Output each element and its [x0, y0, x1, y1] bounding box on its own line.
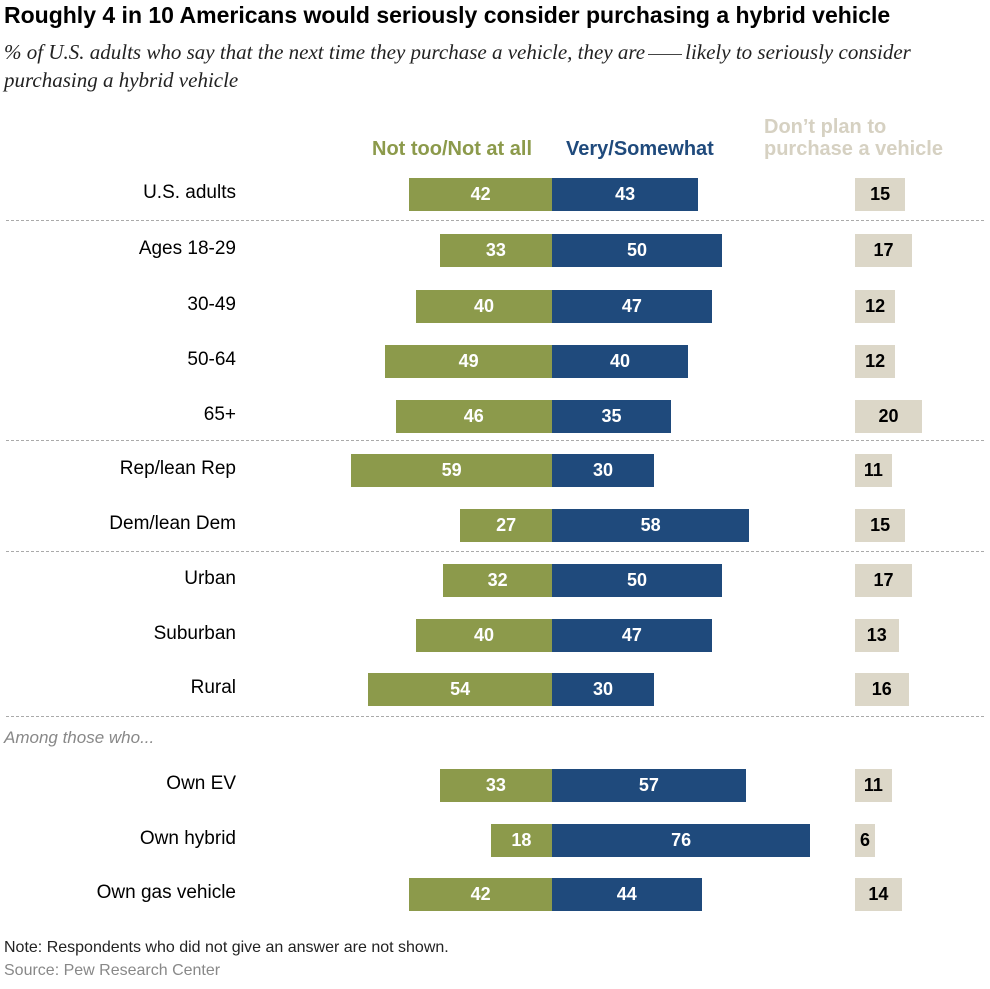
row-label: Own EV	[166, 773, 236, 794]
bar-not-likely: 42	[409, 177, 552, 211]
bar-likely: 47	[552, 289, 712, 323]
legend-no-plan-line-1: Don’t plan to	[764, 116, 887, 138]
bar-not-likely: 42	[409, 877, 552, 911]
group-divider	[6, 220, 984, 221]
bar-no-plan: 14	[855, 877, 902, 911]
row-label: Urban	[184, 568, 236, 589]
bar-no-plan: 13	[855, 618, 899, 652]
row-label: Rep/lean Rep	[119, 458, 236, 479]
bar-not-likely: 49	[385, 344, 552, 378]
bar-likely: 57	[552, 768, 746, 802]
row-label: 50-64	[187, 349, 236, 370]
bar-likely: 50	[552, 233, 722, 267]
bar-likely: 50	[552, 563, 722, 597]
section-label: Among those who...	[4, 728, 155, 747]
row-label: Dem/lean Dem	[109, 513, 236, 534]
row-label: Own gas vehicle	[96, 882, 236, 903]
chart-title: Roughly 4 in 10 Americans would seriousl…	[4, 2, 891, 28]
legend-no-plan: Don’t plan to purchase a vehicle	[764, 116, 943, 160]
group-divider	[6, 551, 984, 552]
row-label: 65+	[203, 404, 236, 425]
row-label: Own hybrid	[139, 828, 236, 849]
bar-not-likely: 40	[416, 618, 552, 652]
bar-no-plan: 20	[855, 399, 922, 433]
bar-not-likely: 40	[416, 289, 552, 323]
bar-no-plan: 6	[855, 823, 876, 857]
bar-likely: 30	[552, 453, 654, 487]
bar-not-likely: 33	[439, 233, 552, 267]
row-label: Suburban	[153, 623, 236, 644]
bar-likely: 47	[552, 618, 712, 652]
bar-not-likely: 32	[443, 563, 552, 597]
group-divider	[6, 440, 984, 441]
legend-not-likely: Not too/Not at all	[372, 138, 532, 160]
bar-likely: 40	[552, 344, 688, 378]
bar-not-likely: 18	[490, 823, 552, 857]
group-divider	[6, 716, 984, 717]
bar-likely: 58	[552, 508, 750, 542]
chart-note: Note: Respondents who did not give an an…	[4, 939, 449, 956]
chart-subtitle: % of U.S. adults who say that the next t…	[4, 38, 964, 94]
bar-no-plan: 12	[855, 289, 896, 323]
bar-no-plan: 17	[855, 563, 912, 597]
bar-no-plan: 11	[855, 453, 892, 487]
bar-no-plan: 11	[855, 768, 892, 802]
bar-no-plan: 16	[855, 672, 909, 706]
row-label: Rural	[190, 677, 236, 698]
subtitle-blank	[648, 54, 683, 55]
bar-not-likely: 46	[395, 399, 552, 433]
bar-no-plan: 15	[855, 177, 906, 211]
bar-no-plan: 15	[855, 508, 906, 542]
bar-likely: 30	[552, 672, 654, 706]
bar-likely: 44	[552, 877, 702, 911]
subtitle-part-1: % of U.S. adults who say that the next t…	[4, 40, 646, 64]
bar-likely: 76	[552, 823, 811, 857]
bar-not-likely: 27	[460, 508, 552, 542]
chart-source: Source: Pew Research Center	[4, 962, 221, 979]
row-label: Ages 18-29	[138, 238, 236, 259]
bar-no-plan: 12	[855, 344, 896, 378]
bar-not-likely: 54	[368, 672, 552, 706]
bar-not-likely: 59	[351, 453, 552, 487]
row-label: 30-49	[187, 294, 236, 315]
row-label: U.S. adults	[143, 182, 236, 203]
bar-likely: 43	[552, 177, 699, 211]
bar-likely: 35	[552, 399, 671, 433]
bar-not-likely: 33	[439, 768, 552, 802]
bar-no-plan: 17	[855, 233, 912, 267]
subtitle-part-2: likely to seriously consider purchasing …	[4, 40, 911, 92]
legend-no-plan-line-2: purchase a vehicle	[764, 138, 943, 160]
legend-likely: Very/Somewhat	[566, 138, 714, 160]
